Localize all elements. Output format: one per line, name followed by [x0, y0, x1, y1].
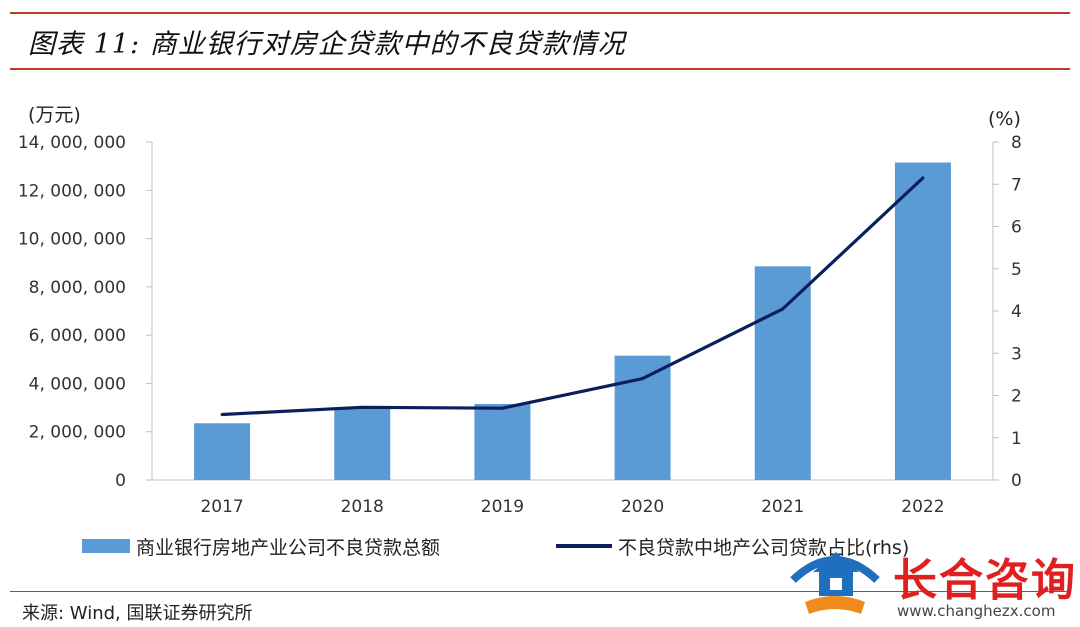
bar-2021 — [754, 266, 811, 480]
ratio-point-2021 — [781, 307, 785, 311]
bar-2017 — [194, 423, 251, 480]
right-axis-tick-label: 1 — [1011, 429, 1022, 449]
house-handshake-logo-icon — [790, 552, 880, 614]
legend-swatch-line — [556, 544, 612, 548]
source-note: 来源: Wind, 国联证券研究所 — [22, 603, 253, 624]
bar-2022 — [894, 162, 951, 480]
left-axis-tick-label: 4, 000, 000 — [29, 374, 126, 394]
bar-2019 — [474, 403, 531, 480]
left-axis-tick-label: 12, 000, 000 — [18, 181, 126, 201]
right-axis-tick-label: 3 — [1011, 344, 1022, 364]
ratio-point-2018 — [360, 405, 364, 409]
watermark-url: www.changhezx.com — [897, 602, 1056, 620]
right-axis-tick-label: 5 — [1011, 260, 1022, 280]
x-axis-label-2019: 2019 — [481, 497, 524, 517]
ratio-point-2020 — [641, 377, 645, 381]
left-axis-tick-label: 8, 000, 000 — [29, 278, 126, 298]
ratio-point-2019 — [500, 406, 504, 410]
top-rule — [10, 12, 1070, 14]
left-axis-unit: (万元) — [28, 104, 81, 126]
right-axis-tick-label: 6 — [1011, 218, 1022, 238]
bar-2020 — [614, 355, 671, 480]
ratio-line — [222, 176, 925, 417]
x-axis-label-2022: 2022 — [901, 497, 944, 517]
left-axis-tick-label: 14, 000, 000 — [18, 133, 126, 153]
x-axis-label-2017: 2017 — [200, 497, 243, 517]
ratio-point-2017 — [220, 413, 224, 417]
legend-swatch-bar — [82, 539, 130, 553]
left-axis-tick-label: 6, 000, 000 — [29, 326, 126, 346]
legend-label-bar: 商业银行房地产业公司不良贷款总额 — [136, 536, 441, 559]
right-axis-tick-label: 4 — [1011, 302, 1022, 322]
right-axis-tick-label: 2 — [1011, 387, 1022, 407]
bar-2018 — [334, 408, 391, 480]
left-axis-tick-label: 10, 000, 000 — [18, 230, 126, 250]
ratio-point-2022 — [921, 176, 925, 180]
right-axis-tick-label: 8 — [1011, 133, 1022, 153]
right-axis-tick-label: 0 — [1011, 471, 1022, 491]
title-rule — [10, 68, 1070, 70]
x-axis-label-2018: 2018 — [341, 497, 384, 517]
right-axis-unit: (%) — [988, 108, 1021, 130]
right-axis-tick-label: 7 — [1011, 175, 1022, 195]
legend-item-bar: 商业银行房地产业公司不良贷款总额 — [82, 532, 440, 560]
left-axis-tick-label: 2, 000, 000 — [29, 423, 126, 443]
x-axis-label-2020: 2020 — [621, 497, 664, 517]
left-axis-tick-label: 0 — [115, 471, 126, 491]
chart-title: 图表 11: 商业银行对房企贷款中的不良贷款情况 — [28, 29, 626, 60]
footer-rule — [10, 591, 1070, 592]
watermark-name: 长合咨询 — [893, 555, 1077, 606]
x-axis-label-2021: 2021 — [761, 497, 804, 517]
